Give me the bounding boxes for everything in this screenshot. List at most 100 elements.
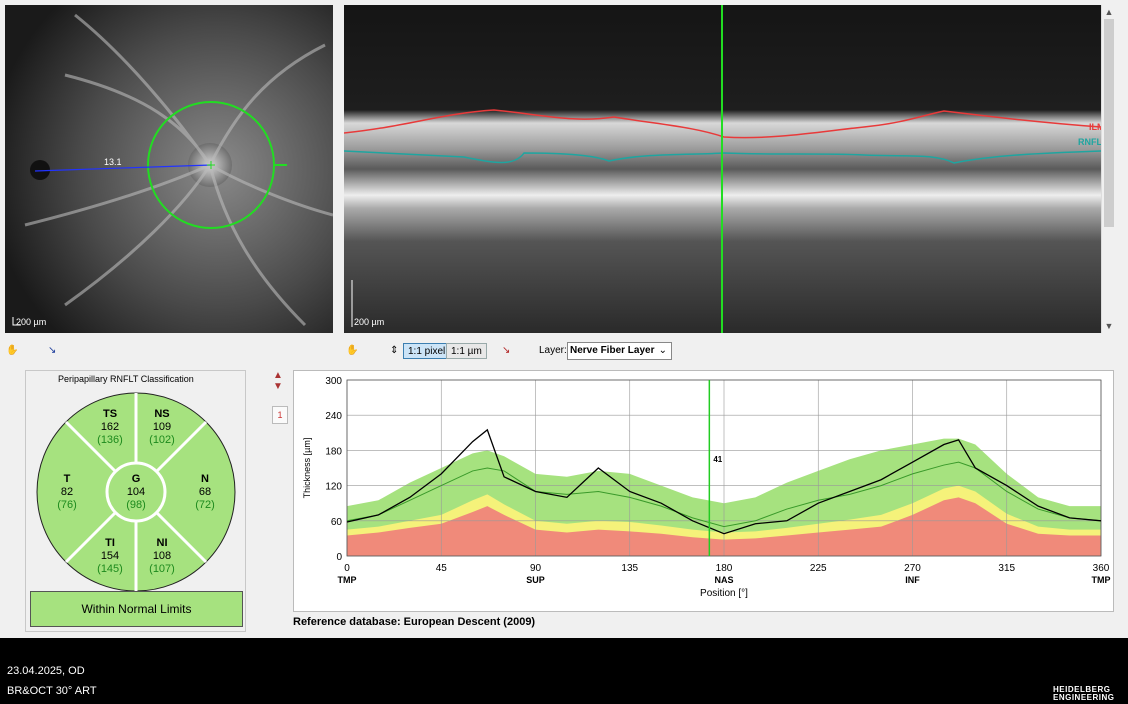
sector-g-label: G: [131, 473, 141, 485]
sector-ti-label: TI: [105, 537, 115, 549]
sector-axis-label: TMP: [1092, 575, 1111, 585]
sector-axis-label: NAS: [714, 575, 733, 585]
sector-ti-value: 154: [100, 550, 120, 562]
sector-g-value: 104: [126, 486, 146, 498]
fundus-hand-icon[interactable]: ✋: [6, 345, 19, 356]
thickness-chart: 0 45 90 135 180 225 270 315 360 0 60 120 180 240 300 41…: [293, 370, 1114, 612]
sector-n: N 68 (72): [190, 473, 220, 512]
chart-nav: ▲ ▼: [273, 370, 287, 392]
sector-g-ref: (98): [126, 499, 146, 511]
x-tick-label: 135: [621, 563, 638, 574]
vertical-fit-icon[interactable]: ⇕: [390, 345, 399, 356]
x-tick-label: 180: [716, 563, 733, 574]
y-tick-label: 180: [325, 446, 342, 457]
sector-ni: NI 108 (107): [147, 537, 177, 576]
exam-date: 23.04.2025, OD: [7, 665, 85, 677]
scroll-thumb[interactable]: [1104, 19, 1114, 227]
series-mean: [346, 461, 1102, 528]
x-tick-label: 90: [530, 563, 542, 574]
sector-n-ref: (72): [195, 499, 215, 511]
oct-svg: [344, 5, 1101, 333]
distance-label: 13.1: [104, 157, 122, 167]
classification-title: Peripapillary RNFLT Classification: [56, 374, 196, 384]
cursor-label: 41: [713, 455, 722, 464]
sector-ni-ref: (107): [149, 563, 175, 575]
x-tick-label: 360: [1093, 563, 1110, 574]
fundus-image[interactable]: 13.1 200 µm: [5, 5, 333, 333]
x-tick-label: 270: [904, 563, 921, 574]
sector-ti-ref: (145): [97, 563, 123, 575]
sector-ns-value: 109: [152, 421, 172, 433]
y-tick-label: 60: [331, 517, 343, 528]
sector-t-ref: (76): [57, 499, 77, 511]
sector-n-value: 68: [198, 486, 212, 498]
scan-circle: [147, 101, 275, 229]
sector-g: G 104 (98): [121, 473, 151, 512]
view-toolbar: ✋ ↘ ✋ ⇕ 1:1 pixel 1:1 µm ↘ Layer:: [0, 340, 1128, 362]
sector-ts-value: 162: [100, 421, 120, 433]
y-tick-label: 0: [336, 552, 342, 563]
rnfl-line: [344, 150, 1101, 164]
oct-bscan[interactable]: ILM RNFL 200 µm: [344, 5, 1101, 333]
device-name: BR&OCT 30° ART: [7, 685, 97, 697]
analysis-panel: Peripapillary RNFLT Classification TS 16…: [0, 362, 1128, 638]
footer: 23.04.2025, OD BR&OCT 30° ART HEIDELBERG…: [0, 638, 1128, 704]
chevron-down-icon: ⌄: [658, 345, 667, 356]
image-panel: 13.1 200 µm: [0, 0, 1128, 340]
layer-select[interactable]: Nerve Fiber Layer ⌄: [567, 342, 672, 360]
x-tick-label: 315: [998, 563, 1015, 574]
ilm-label: ILM: [1089, 122, 1101, 132]
rnfl-label: RNFL: [1078, 137, 1101, 147]
sector-ni-value: 108: [152, 550, 172, 562]
um-scale-button[interactable]: 1:1 µm: [446, 343, 487, 359]
oct-measure-icon[interactable]: ↘: [502, 345, 511, 356]
plot-border: [346, 379, 1102, 557]
chart-down-icon[interactable]: ▼: [273, 381, 283, 392]
sector-ns: NS 109 (102): [147, 408, 177, 447]
reference-database: Reference database: European Descent (20…: [293, 616, 536, 628]
sector-ni-label: NI: [156, 537, 168, 549]
logo-line2: ENGINEERING: [1053, 693, 1115, 702]
series-patient: [346, 428, 1102, 535]
x-axis-label: Position [°]: [700, 588, 748, 599]
oct-scale-label: 200 µm: [354, 317, 385, 327]
ilm-line: [344, 109, 1101, 139]
oct-hand-icon[interactable]: ✋: [346, 345, 359, 356]
sector-ts-label: TS: [102, 408, 118, 420]
x-tick-label: 225: [810, 563, 827, 574]
logo-line1: HEIDELBERG: [1053, 685, 1111, 694]
sector-t-value: 82: [60, 486, 74, 498]
sector-axis-label: TMP: [338, 575, 357, 585]
y-tick-label: 300: [325, 376, 342, 387]
sector-t: T 82 (76): [52, 473, 82, 512]
x-tick-label: 0: [344, 563, 350, 574]
thickness-chart-svg: 0 45 90 135 180 225 270 315 360 0 60 120 180 240 300 41…: [302, 376, 1111, 599]
sector-ti: TI 154 (145): [95, 537, 125, 576]
sector-axis-label: INF: [905, 575, 920, 585]
fundus-svg: [5, 5, 333, 333]
classification-result: Within Normal Limits: [30, 591, 243, 627]
pixel-scale-button[interactable]: 1:1 pixel: [403, 343, 451, 359]
chart-up-icon[interactable]: ▲: [273, 370, 283, 381]
fundus-scale-label: 200 µm: [16, 317, 47, 327]
layer-label: Layer:: [539, 345, 567, 356]
sector-n-label: N: [201, 473, 209, 485]
y-tick-label: 240: [325, 411, 342, 422]
fundus-measure-icon[interactable]: ↘: [48, 345, 57, 356]
sector-axis-label: SUP: [526, 575, 545, 585]
y-tick-label: 120: [325, 482, 342, 493]
sector-ns-label: NS: [154, 408, 170, 420]
sector-ts: TS 162 (136): [95, 408, 125, 447]
layer-select-value: Nerve Fiber Layer: [570, 345, 655, 356]
x-tick-label: 45: [436, 563, 448, 574]
heidelberg-logo: HEIDELBERG ENGINEERING: [1053, 686, 1125, 702]
scroll-up-icon[interactable]: ▲: [1104, 7, 1114, 17]
y-axis-label: Thickness [µm]: [302, 438, 312, 499]
classification-box: Peripapillary RNFLT Classification TS 16…: [25, 370, 246, 632]
sector-ns-ref: (102): [149, 434, 175, 446]
sector-ts-ref: (136): [97, 434, 123, 446]
sector-diagram: [36, 392, 236, 592]
scroll-down-icon[interactable]: ▼: [1104, 321, 1114, 331]
chart-page-indicator[interactable]: 1: [272, 406, 288, 424]
oct-vertical-scrollbar[interactable]: ▲ ▼: [1101, 5, 1115, 333]
